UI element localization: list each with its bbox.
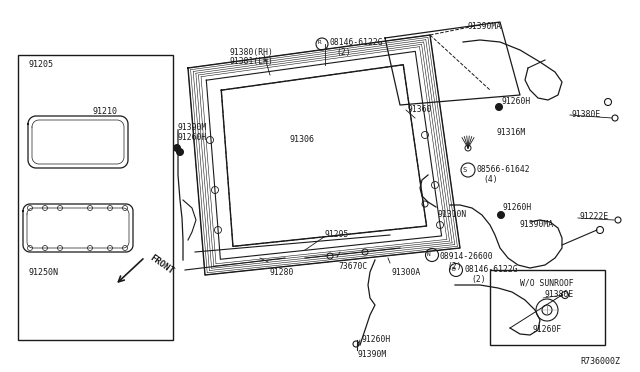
Text: B: B	[451, 267, 455, 272]
Circle shape	[497, 212, 504, 218]
Circle shape	[177, 148, 184, 155]
Circle shape	[173, 144, 180, 151]
Text: 91210: 91210	[92, 107, 117, 116]
Text: 91306: 91306	[290, 135, 315, 144]
Text: 08146-6122G: 08146-6122G	[465, 265, 518, 274]
Text: S: S	[463, 167, 467, 173]
Text: 91222E: 91222E	[580, 212, 609, 221]
Text: R: R	[318, 40, 322, 45]
Circle shape	[495, 103, 502, 110]
Text: 91390MA: 91390MA	[520, 220, 554, 229]
Text: 91360: 91360	[408, 105, 433, 114]
Text: 91380E: 91380E	[545, 290, 574, 299]
Text: (2): (2)	[336, 48, 351, 57]
Text: 91260H: 91260H	[502, 97, 531, 106]
Bar	[18, 55, 173, 340]
Text: W/O SUNROOF: W/O SUNROOF	[520, 278, 574, 287]
Text: 91280: 91280	[270, 268, 294, 277]
Text: 91310N: 91310N	[438, 210, 467, 219]
Text: (4): (4)	[483, 175, 498, 184]
Text: 91380E: 91380E	[572, 110, 601, 119]
Bar	[490, 270, 605, 345]
Text: 91205: 91205	[28, 60, 53, 69]
Text: 91381(LH): 91381(LH)	[230, 57, 274, 66]
Text: 08566-61642: 08566-61642	[477, 165, 531, 174]
Text: 91390M: 91390M	[178, 123, 207, 132]
Text: (2): (2)	[447, 262, 461, 271]
Text: 91260F: 91260F	[532, 325, 562, 334]
Text: 91295: 91295	[325, 230, 349, 239]
Text: 08914-26600: 08914-26600	[440, 252, 493, 261]
Text: 91390MA: 91390MA	[468, 22, 502, 31]
Text: FRONT: FRONT	[148, 253, 175, 276]
Text: R736000Z: R736000Z	[580, 357, 620, 366]
Text: 91390M: 91390M	[358, 350, 387, 359]
Text: 08146-6122G: 08146-6122G	[330, 38, 383, 47]
Text: 91260H: 91260H	[178, 133, 207, 142]
Text: 91316M: 91316M	[497, 128, 526, 137]
Text: N: N	[427, 252, 431, 257]
Text: 73670C: 73670C	[338, 262, 367, 271]
Text: 91380(RH): 91380(RH)	[230, 48, 274, 57]
Text: (2): (2)	[471, 275, 486, 284]
Text: 91250N: 91250N	[28, 268, 58, 277]
Text: 91300A: 91300A	[392, 268, 421, 277]
Text: 91260H: 91260H	[362, 335, 391, 344]
Text: 91260H: 91260H	[503, 203, 532, 212]
